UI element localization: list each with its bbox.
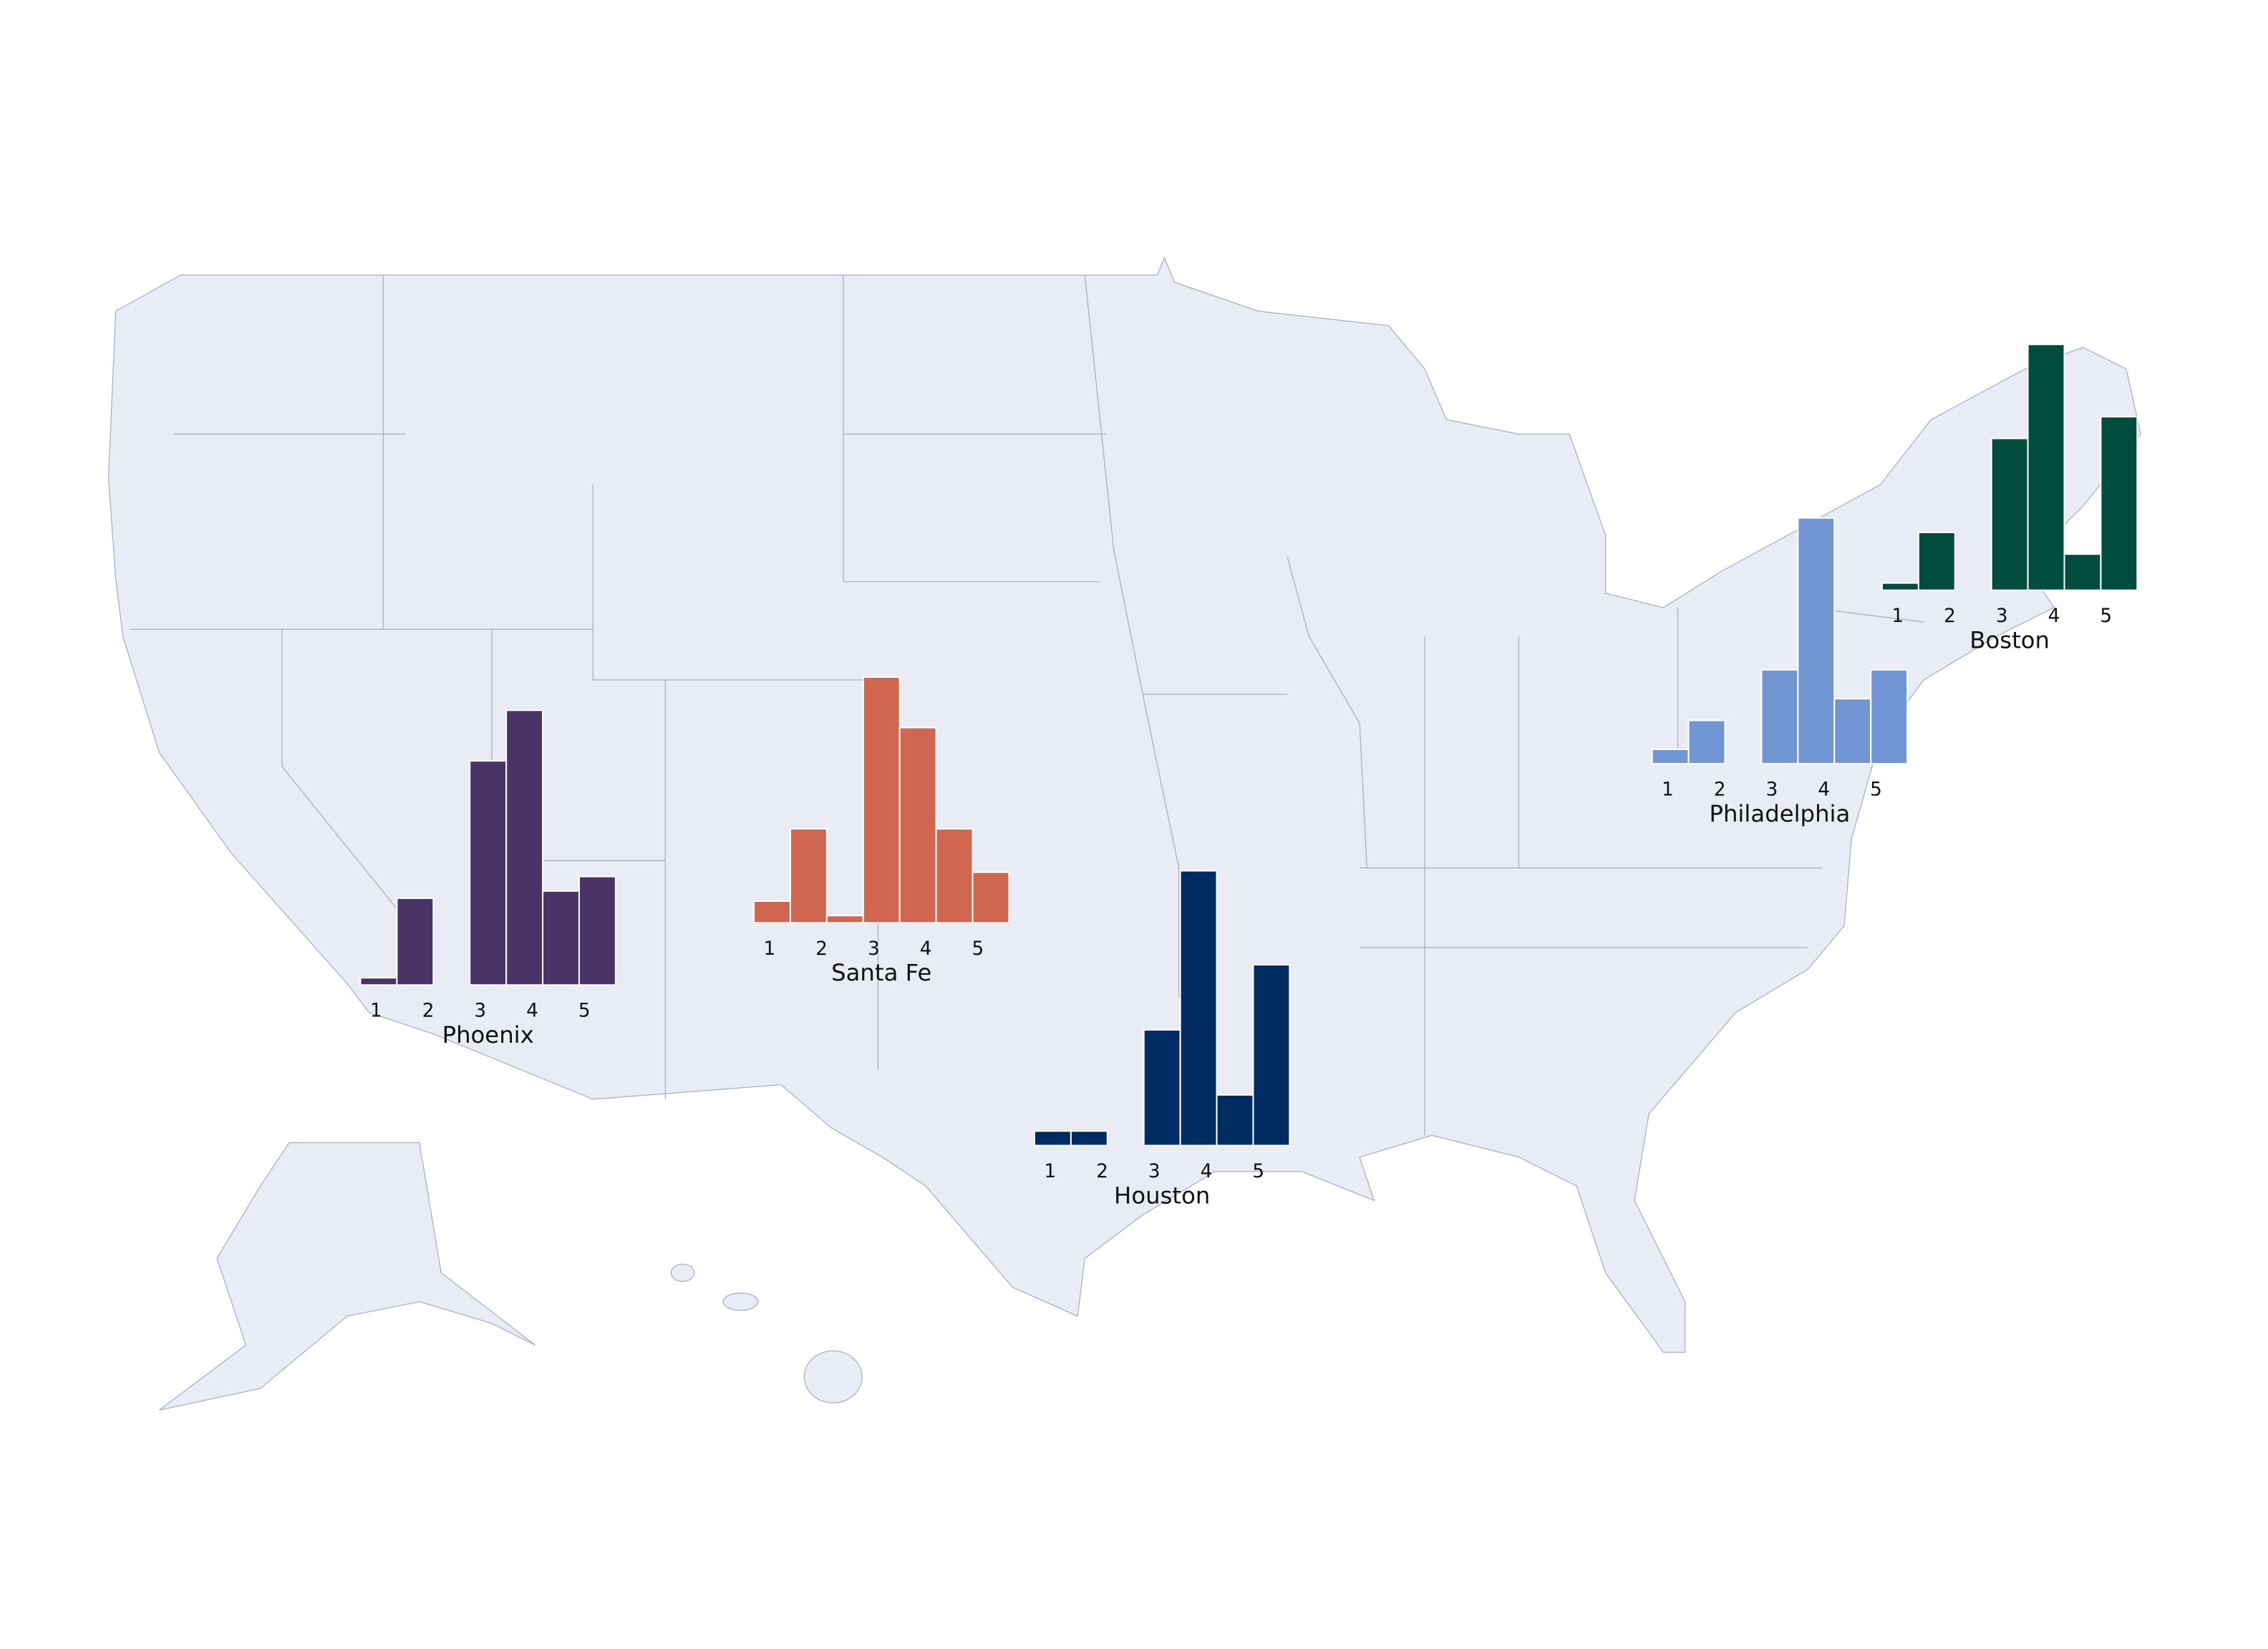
bar — [1917, 531, 1956, 591]
bar — [1070, 1130, 1108, 1147]
x-tick-label: 1 — [370, 1001, 382, 1022]
x-tick-label: 1 — [764, 938, 776, 960]
x-tick-label: 5 — [2100, 605, 2112, 627]
bar — [542, 890, 580, 986]
x-tick-label: 4 — [1818, 779, 1830, 801]
x-tick-label: 3 — [1148, 1161, 1160, 1182]
x-tick-label: 4 — [920, 938, 932, 960]
chart-title: Philadelphia — [1709, 800, 1850, 827]
bar — [862, 676, 901, 924]
bar — [1760, 668, 1799, 765]
x-tick-label: 3 — [474, 1001, 486, 1022]
x-tick-label: 1 — [1662, 779, 1674, 801]
x-tick-label: 2 — [1944, 605, 1956, 627]
bar — [1252, 963, 1291, 1147]
bar — [789, 828, 828, 924]
bar — [1651, 748, 1690, 765]
x-tick-label: 3 — [1996, 605, 2008, 627]
bar — [469, 760, 508, 986]
bar — [505, 709, 544, 986]
bar — [2063, 553, 2102, 591]
bar — [396, 898, 435, 986]
bar — [898, 726, 937, 924]
x-tick-label: 5 — [971, 938, 984, 960]
x-tick-label: 2 — [1714, 779, 1726, 801]
hawaii — [670, 1263, 695, 1283]
bar — [1033, 1130, 1072, 1147]
bar — [1179, 870, 1218, 1147]
lower-48 — [107, 256, 2141, 1353]
bar — [1797, 517, 1836, 765]
x-tick-label: 3 — [868, 938, 880, 960]
bar — [1216, 1094, 1254, 1147]
chart-title: Santa Fe — [831, 959, 931, 986]
x-tick-label: 2 — [1096, 1161, 1108, 1182]
bar — [2100, 416, 2138, 591]
x-tick-label: 4 — [526, 1001, 538, 1022]
x-tick-label: 3 — [1766, 779, 1778, 801]
chart-title: Boston — [1969, 627, 2050, 654]
bar — [578, 875, 616, 986]
bar — [1687, 719, 1726, 765]
bar — [1870, 668, 1909, 765]
us-map — [107, 256, 2141, 1411]
x-tick-label: 2 — [815, 938, 828, 960]
bar — [2027, 344, 2065, 591]
x-tick-label: 4 — [1201, 1161, 1213, 1182]
x-tick-label: 1 — [1891, 605, 1904, 627]
x-tick-label: 5 — [1870, 779, 1882, 801]
x-tick-label: 2 — [422, 1001, 435, 1022]
hawaii — [803, 1350, 863, 1404]
bar — [1143, 1028, 1181, 1147]
alaska — [158, 1142, 536, 1411]
bar — [1833, 698, 1872, 765]
bar — [753, 900, 791, 924]
bar — [1990, 437, 2029, 591]
x-tick-label: 5 — [1252, 1161, 1264, 1182]
bar — [359, 977, 398, 986]
state-lines — [130, 275, 1924, 1136]
x-tick-label: 1 — [1044, 1161, 1056, 1182]
chart-title: Houston — [1114, 1182, 1210, 1209]
bar — [1881, 582, 1919, 591]
chart-title: Phoenix — [442, 1021, 534, 1049]
bar — [825, 915, 864, 924]
x-tick-label: 5 — [578, 1001, 591, 1022]
bar — [935, 828, 974, 924]
hawaii — [722, 1293, 759, 1311]
bar — [971, 871, 1010, 924]
x-tick-label: 4 — [2048, 605, 2060, 627]
